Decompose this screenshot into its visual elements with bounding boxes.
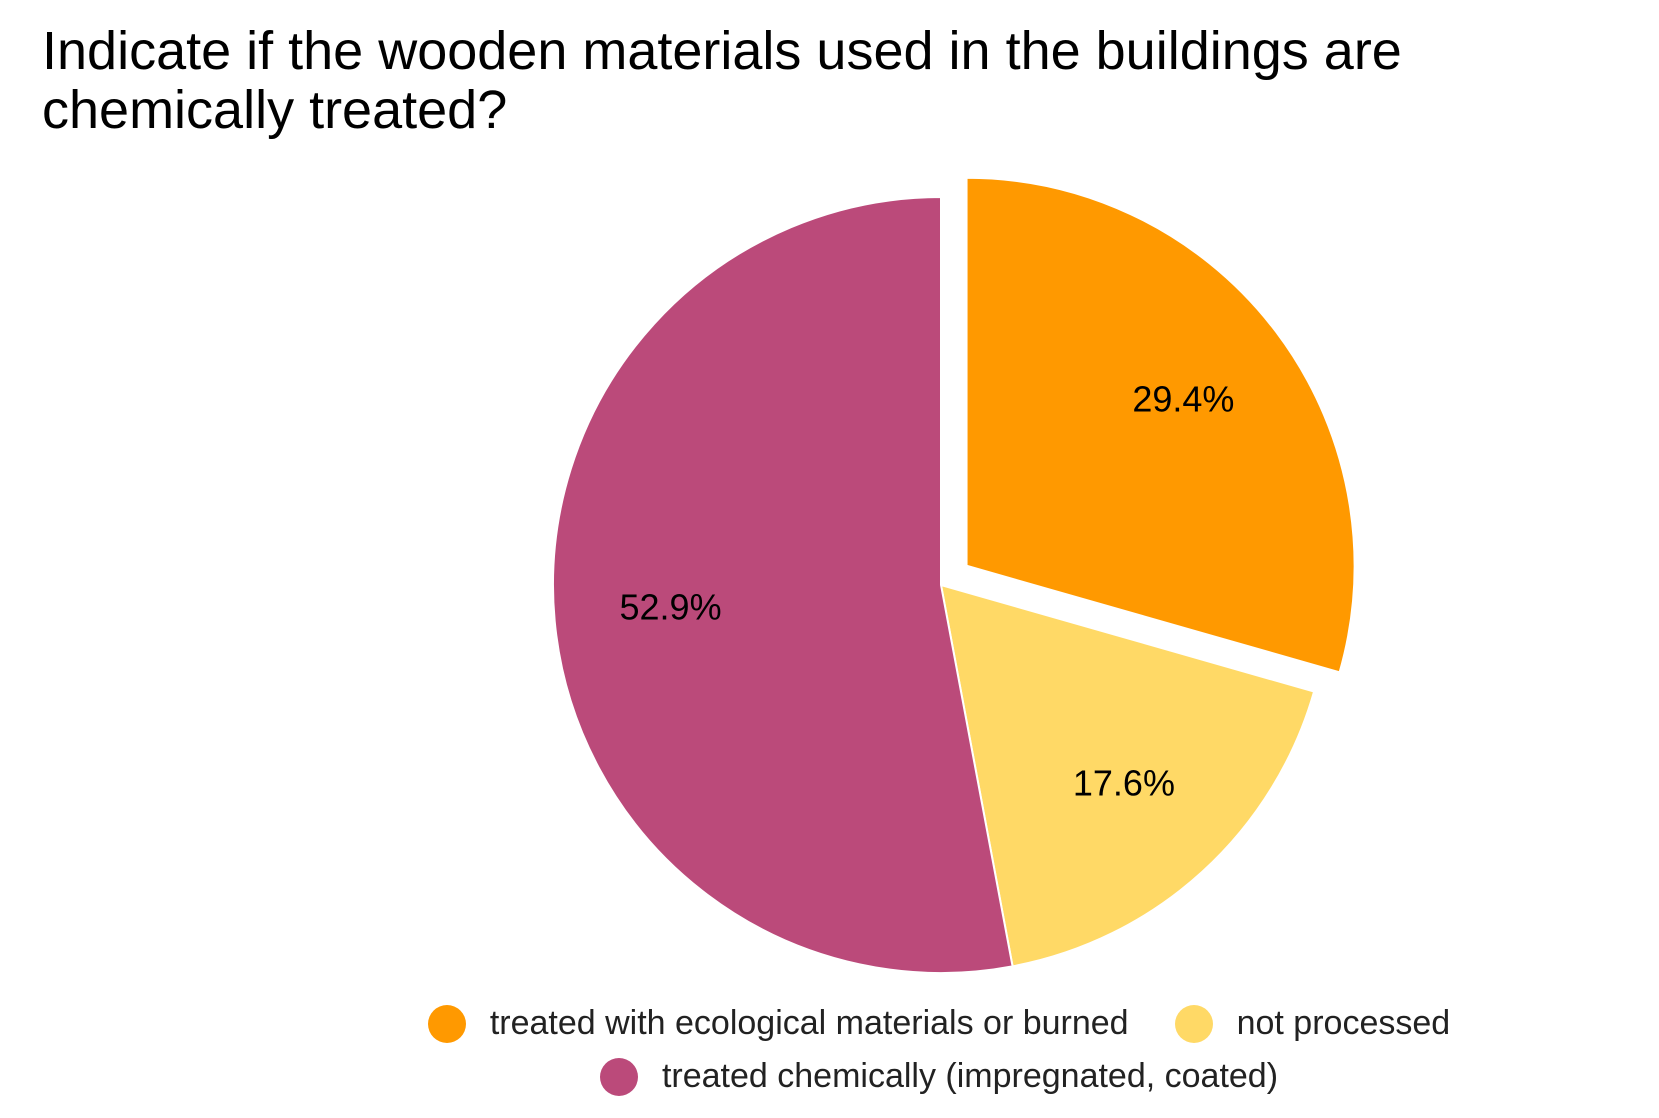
legend-swatch [1174,1004,1213,1043]
legend-item: treated chemically (impregnated, coated) [599,1057,1279,1096]
legend-label: treated with ecological materials or bur… [489,1004,1129,1042]
data-label: 52.9% [620,587,722,628]
legend-label: treated chemically (impregnated, coated) [661,1057,1279,1095]
legend-swatch [599,1057,638,1096]
legend-item: not processed [1174,1004,1451,1043]
pie-slice [939,583,1316,968]
data-label: 17.6% [1073,762,1175,803]
chart-title: Indicate if the wooden materials used in… [42,21,1402,141]
legend-swatch [427,1004,466,1043]
data-label: 29.4% [1132,379,1234,420]
legend-item: treated with ecological materials or bur… [427,1004,1129,1043]
legend: treated with ecological materials or bur… [339,1004,1539,1096]
pie-slice [552,195,1014,974]
legend-label: not processed [1236,1004,1451,1042]
pie-slice [965,176,1356,674]
